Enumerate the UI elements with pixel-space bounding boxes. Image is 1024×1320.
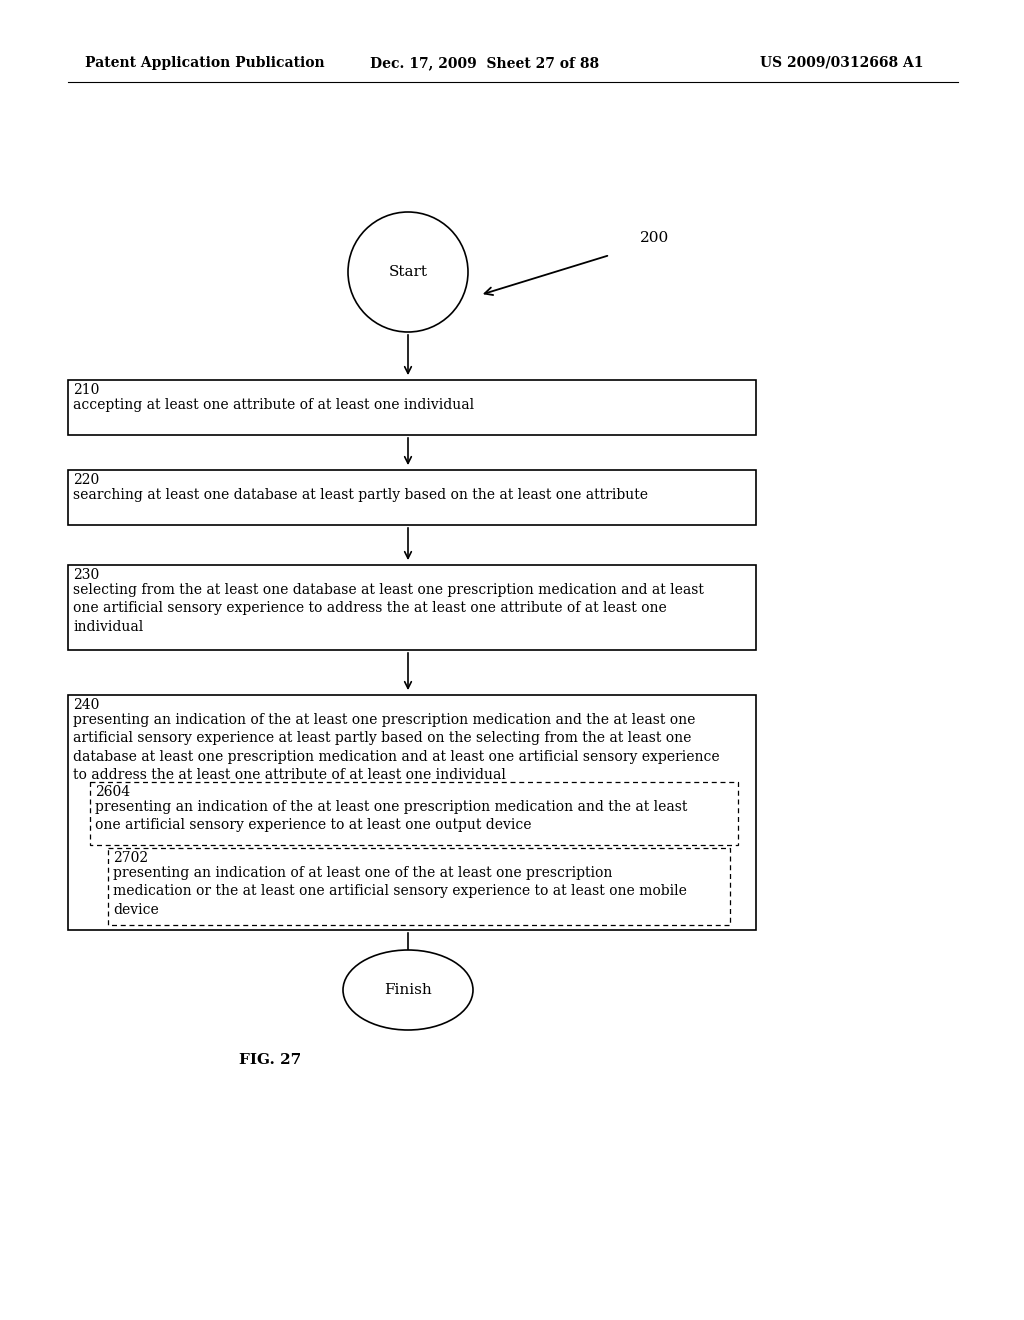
Ellipse shape [343,950,473,1030]
Text: 240: 240 [73,698,99,711]
Ellipse shape [348,213,468,333]
Bar [90,781,738,845]
Bar [68,470,756,525]
Text: accepting at least one attribute of at least one individual: accepting at least one attribute of at l… [73,399,474,412]
Text: 2604: 2604 [95,785,130,799]
Text: 210: 210 [73,383,99,397]
Text: Finish: Finish [384,983,432,997]
Text: 200: 200 [640,231,670,246]
Bar [68,565,756,649]
Text: US 2009/0312668 A1: US 2009/0312668 A1 [760,55,924,70]
Text: Start: Start [388,265,427,279]
Text: 220: 220 [73,473,99,487]
Bar [108,847,730,925]
Text: Dec. 17, 2009  Sheet 27 of 88: Dec. 17, 2009 Sheet 27 of 88 [370,55,599,70]
Text: presenting an indication of the at least one prescription medication and the at : presenting an indication of the at least… [95,800,687,833]
Bar [68,380,756,436]
Bar [68,696,756,931]
Text: presenting an indication of at least one of the at least one prescription
medica: presenting an indication of at least one… [113,866,687,917]
Text: presenting an indication of the at least one prescription medication and the at : presenting an indication of the at least… [73,713,720,783]
Text: 2702: 2702 [113,851,148,865]
Text: FIG. 27: FIG. 27 [239,1053,301,1067]
Text: searching at least one database at least partly based on the at least one attrib: searching at least one database at least… [73,488,648,502]
Text: 230: 230 [73,568,99,582]
Text: selecting from the at least one database at least one prescription medication an: selecting from the at least one database… [73,583,703,634]
Text: Patent Application Publication: Patent Application Publication [85,55,325,70]
